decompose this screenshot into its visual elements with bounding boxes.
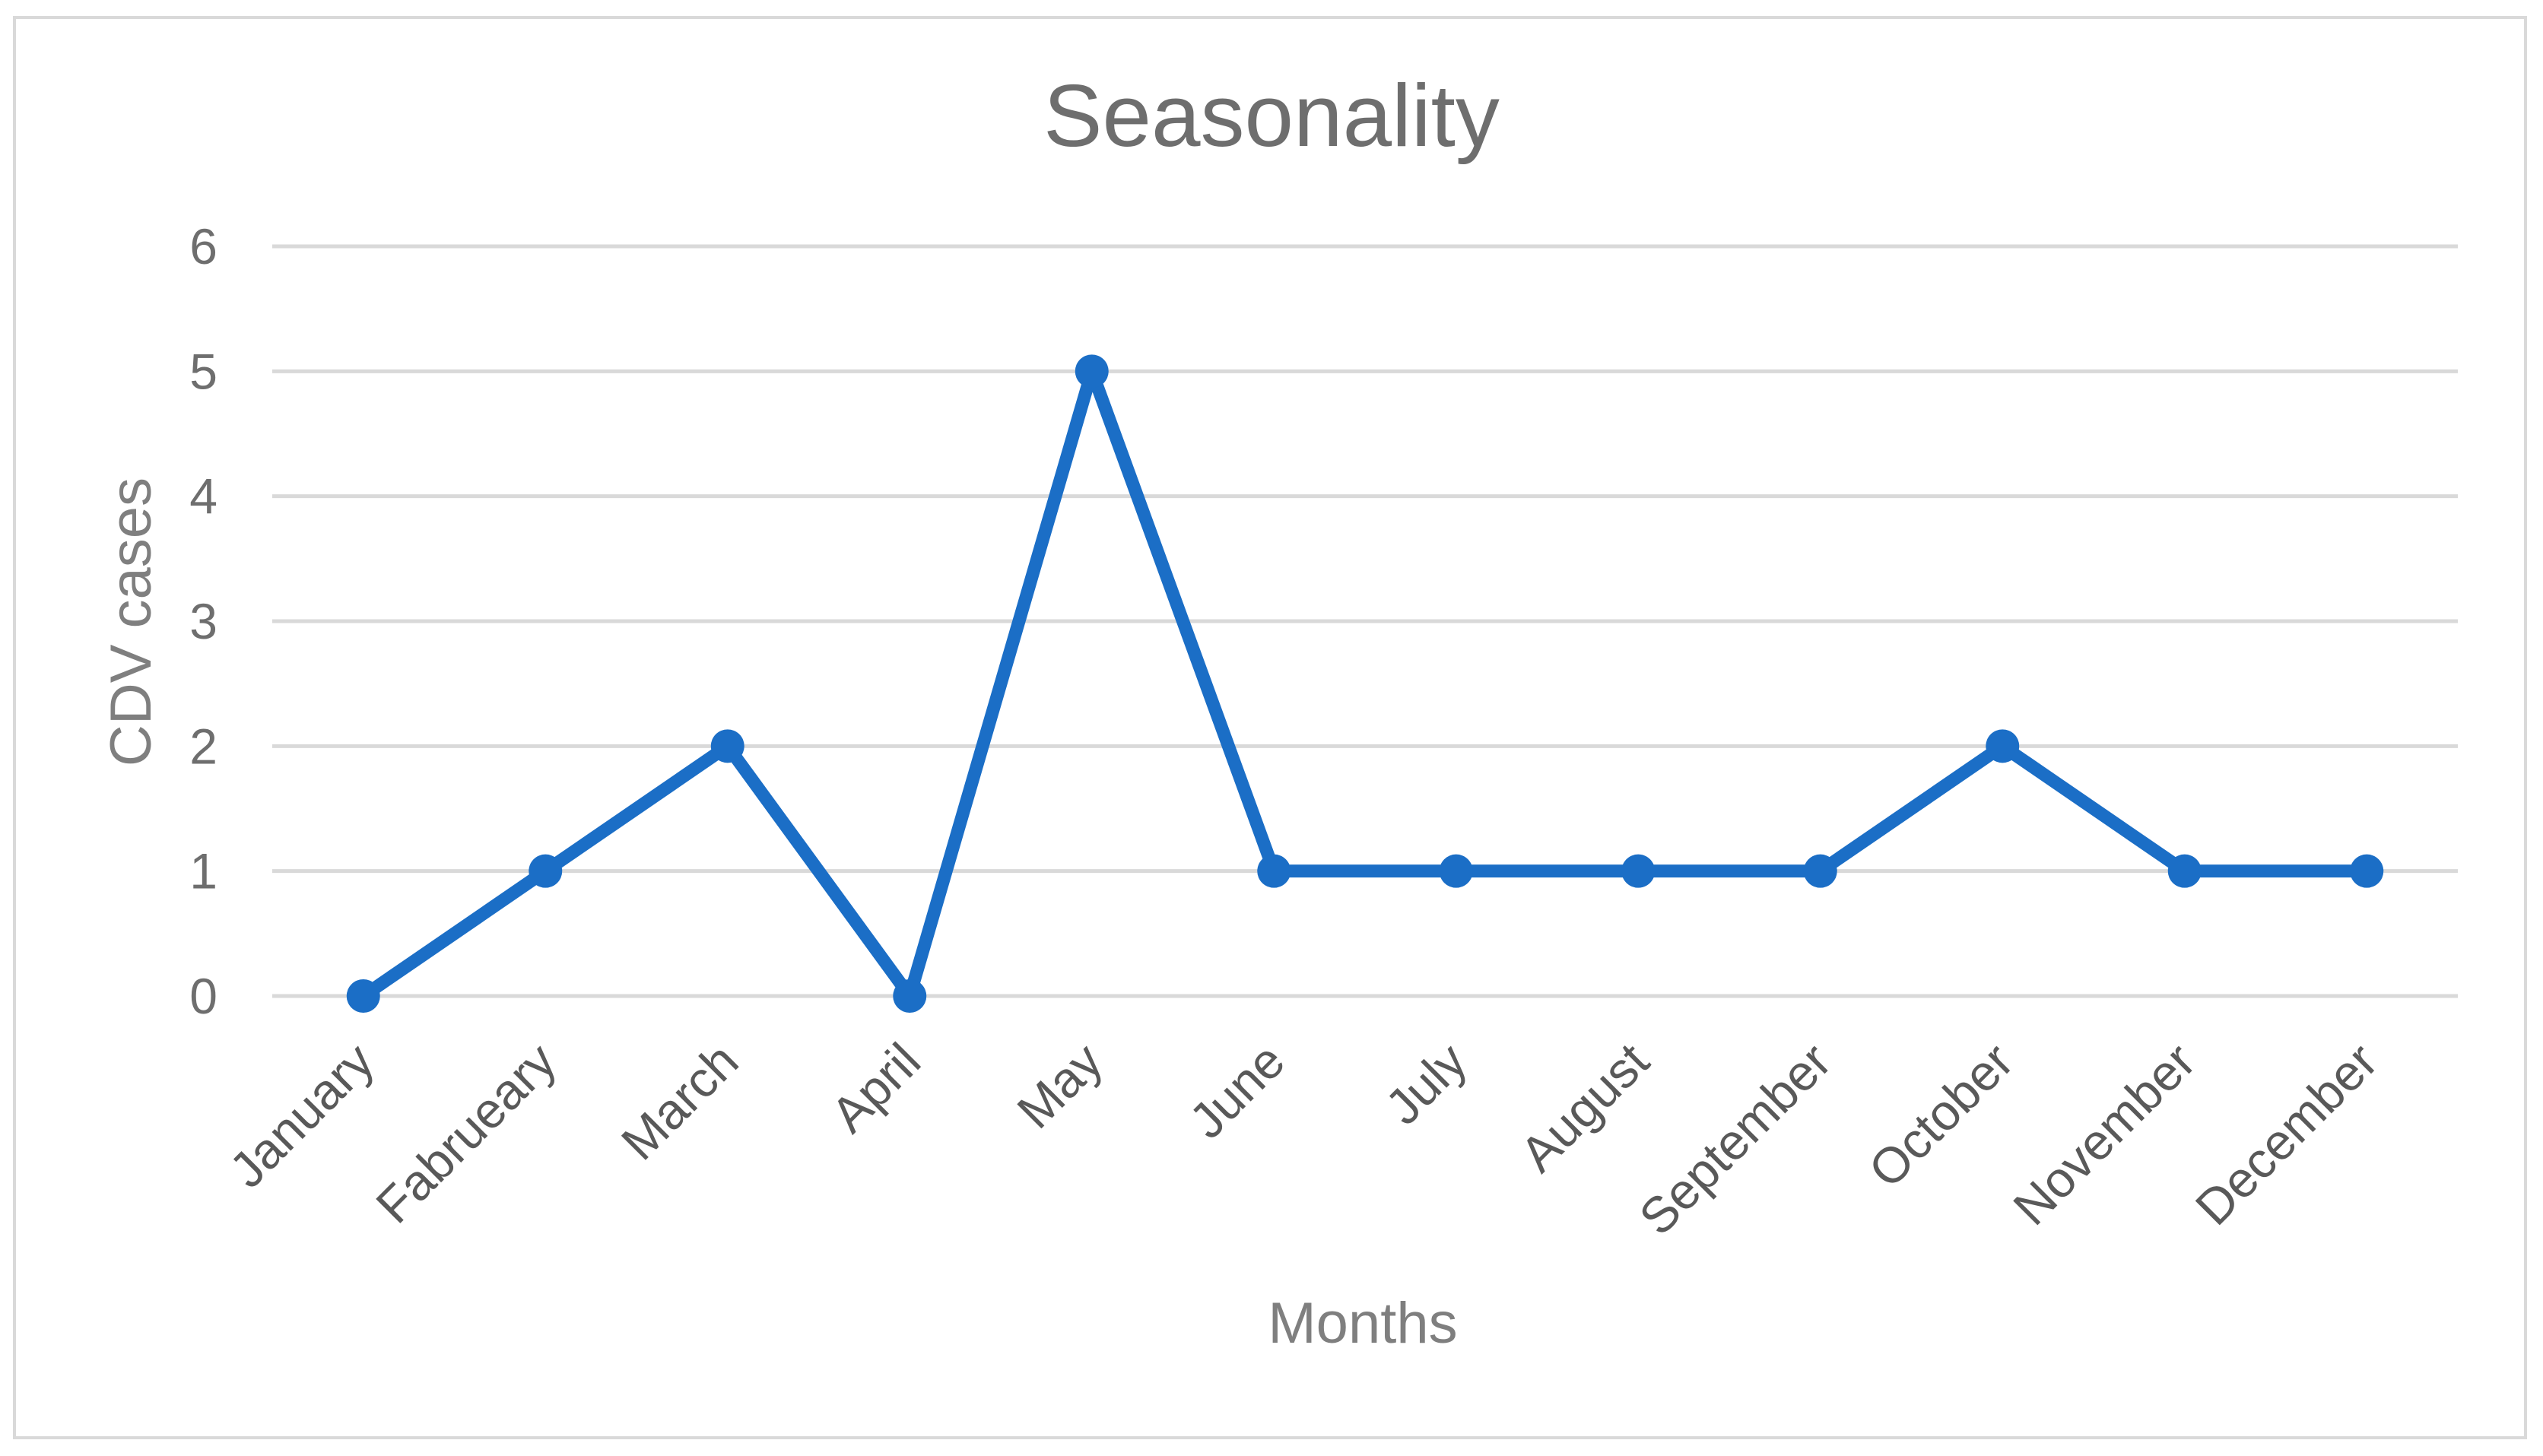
x-tick-label: November — [2002, 1033, 2206, 1236]
data-point — [1986, 729, 2020, 763]
y-tick-label: 3 — [189, 593, 217, 649]
y-axis-ticks: 0 1 2 3 4 5 6 — [189, 218, 217, 1024]
y-axis-title: CDV cases — [99, 477, 164, 766]
x-tick-label: June — [1179, 1033, 1296, 1150]
x-axis-title: Months — [1268, 1291, 1457, 1356]
y-tick-label: 0 — [189, 968, 217, 1024]
data-point — [1439, 854, 1473, 888]
chart-title: Seasonality — [1043, 66, 1500, 165]
data-point — [1257, 854, 1291, 888]
data-point — [710, 729, 744, 763]
series-line — [357, 364, 2373, 1003]
data-point — [529, 854, 563, 888]
data-point — [1075, 354, 1109, 389]
y-tick-label: 2 — [189, 718, 217, 774]
gridlines — [272, 244, 2458, 998]
y-tick-label: 6 — [189, 218, 217, 274]
y-tick-label: 5 — [189, 343, 217, 399]
chart-frame — [13, 16, 2527, 1439]
series-cdv-cases — [346, 354, 2384, 1013]
data-point — [893, 979, 927, 1013]
x-tick-label: August — [1510, 1033, 1660, 1183]
x-tick-label: May — [1006, 1033, 1113, 1139]
x-tick-label: September — [1628, 1033, 1842, 1246]
x-tick-label: January — [218, 1033, 384, 1198]
x-tick-label: December — [2185, 1033, 2389, 1236]
x-tick-label: April — [820, 1033, 931, 1144]
data-point — [346, 979, 380, 1013]
x-tick-label: Fabrueary — [365, 1033, 567, 1234]
data-point — [2167, 854, 2202, 888]
y-tick-label: 4 — [189, 468, 217, 525]
x-tick-label: March — [611, 1033, 749, 1171]
x-tick-label: July — [1374, 1033, 1477, 1135]
data-point — [2350, 854, 2384, 888]
y-tick-label: 1 — [189, 843, 217, 899]
data-point — [1621, 854, 1656, 888]
x-tick-label: October — [1858, 1033, 2024, 1198]
data-point — [1803, 854, 1837, 888]
